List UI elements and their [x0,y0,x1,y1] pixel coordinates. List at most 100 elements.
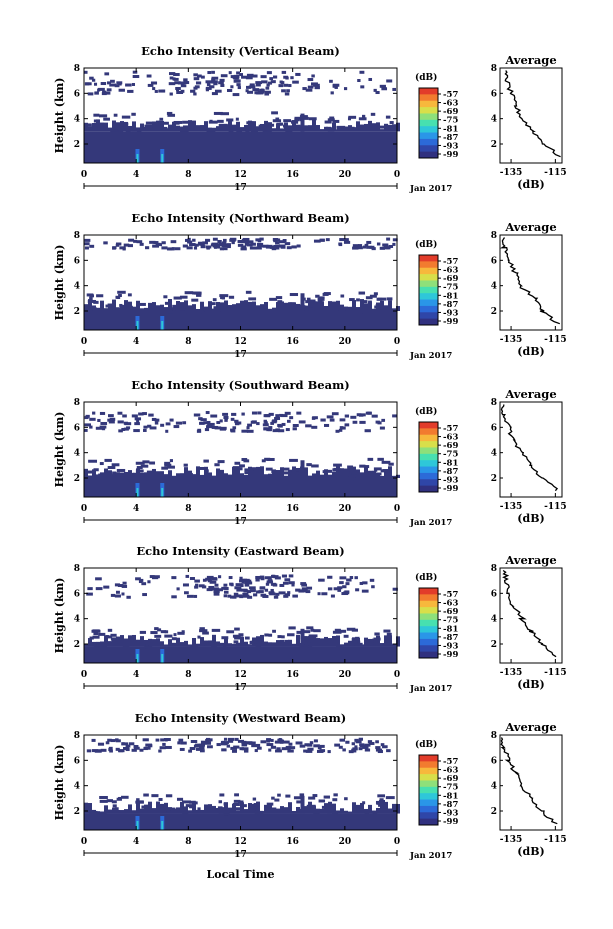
echo-cell [189,243,196,247]
echo-cell [246,121,254,125]
echo-cell [192,474,196,478]
y-tick-label: 2 [74,640,80,650]
echo-cell [100,748,107,752]
echo-cell [277,423,282,427]
echo-cell [212,634,216,647]
echo-cell [358,291,366,295]
echo-cell [207,745,213,749]
echo-cell [240,804,247,808]
echo-cell [272,128,276,132]
echo-cell [125,744,131,748]
echo-cell [328,638,332,647]
echo-cell [132,810,136,814]
echo-cell [340,426,346,430]
colorbar-tick-label: -63 [443,99,458,109]
echo-cell [93,82,98,86]
echo-cell [338,629,347,633]
echo-bright-spot [161,321,164,330]
echo-cell [281,89,286,93]
echo-cell [267,81,273,85]
echo-cell [275,117,280,121]
echo-cell [281,308,290,312]
echo-cell [139,242,144,246]
echo-cell [241,743,248,747]
echo-cell [296,303,300,311]
echo-cell [144,124,153,128]
echo-cell [119,303,123,307]
echo-cell [84,304,88,311]
echo-cell [233,592,239,596]
echo-cell [327,118,335,122]
echo-cell [266,83,270,87]
echo-cell [337,586,343,590]
echo-cell [304,806,312,810]
colorbar-tick-label: -63 [443,433,458,443]
echo-cell [376,297,383,301]
echo-cell [223,812,230,816]
echo-cell [244,809,248,814]
echo-cell [132,634,136,647]
echo-cell [248,85,256,89]
echo-cell [388,300,392,311]
echo-cell [211,70,215,74]
colorbar-swatch [419,466,438,474]
echo-cell [373,641,378,645]
x-tick-label: 20 [339,837,352,847]
echo-cell [172,642,176,647]
echo-cell [168,470,172,478]
echo-cell [164,808,171,812]
echo-cell [288,84,292,88]
echo-cell [295,588,301,592]
echo-cell [364,467,368,478]
echo-cell [289,302,295,306]
colorbar-swatch [419,755,438,762]
echo-bright-spot [136,321,139,330]
echo-cell [358,413,364,417]
echo-cell [246,243,253,247]
echo-cell [234,586,242,590]
colorbar-tick-label: -99 [443,484,458,494]
echo-cell [373,637,381,641]
echo-cell [352,802,356,814]
x-tick-label: 0 [81,670,87,680]
y-tick-label: 6 [74,89,80,99]
echo-cell [284,807,288,814]
echo-cell [241,747,249,751]
echo-cell [117,290,126,294]
echo-cell [291,120,299,124]
echo-cell [305,127,315,131]
colorbar-frame [418,587,439,659]
echo-cell [249,589,256,593]
echo-bright-spot [161,488,164,497]
echo-cell [276,808,280,814]
echo-cell [262,423,269,427]
echo-cell [205,411,210,415]
echo-cell [354,745,358,749]
echo-cell [232,643,236,647]
echo-cell [332,122,336,132]
echo-cell [277,738,283,742]
echo-cell [285,794,291,798]
echo-cell [209,580,217,584]
echo-cell [244,471,249,475]
echo-cell [366,240,372,244]
echo-cell [202,241,208,245]
echo-cell [369,245,375,249]
echo-cell [112,471,117,475]
echo-streak [300,113,305,132]
echo-cell [164,307,168,311]
echo-cell [353,477,358,481]
colorbar-tick-label: -63 [443,766,458,776]
echo-cell [295,741,303,745]
echo-cell [154,89,158,93]
echo-cell [89,297,93,301]
echo-cell [118,810,128,814]
echo-cell [362,310,371,314]
echo-cell [199,746,203,750]
echo-cell [384,123,388,132]
echo-cell [320,418,326,422]
echo-cell [165,429,169,433]
colorbar-tick-label: -57 [443,757,458,767]
echo-cell [214,583,219,587]
echo-cell [110,129,118,133]
